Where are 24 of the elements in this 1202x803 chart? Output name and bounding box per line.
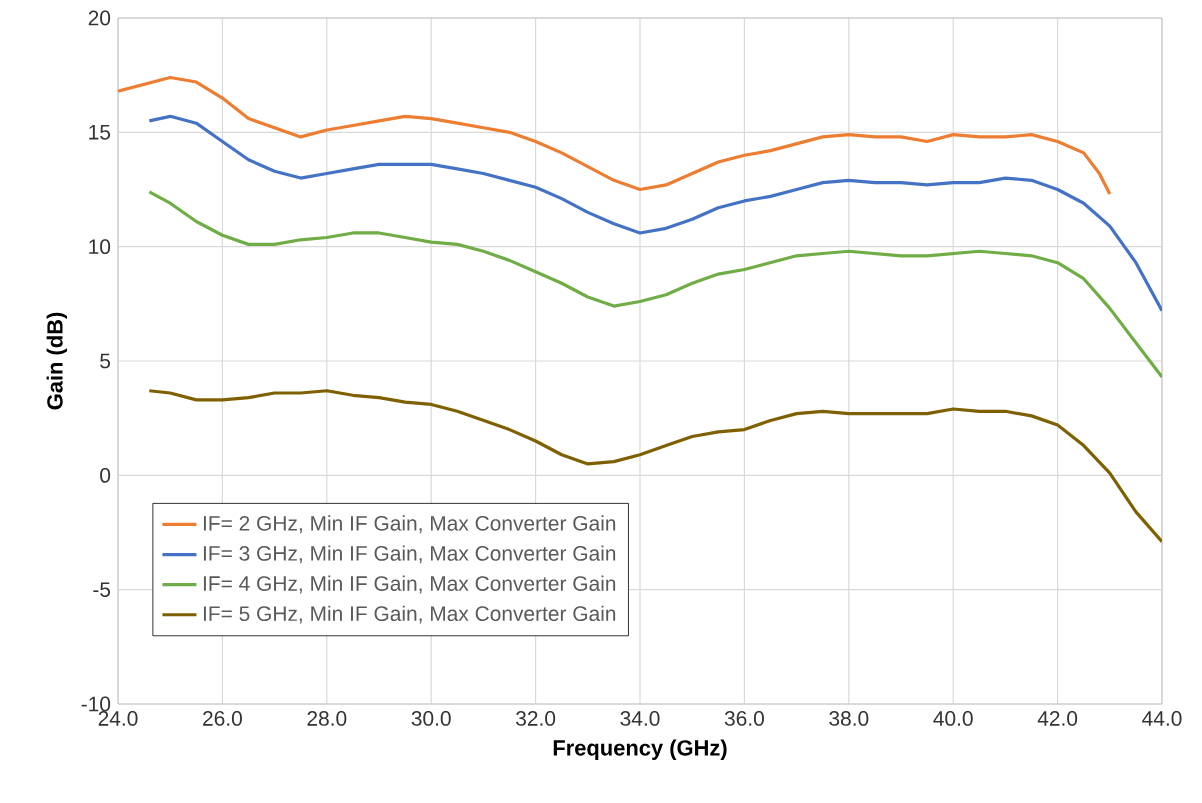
legend-label: IF= 4 GHz, Min IF Gain, Max Converter Gain [203,575,616,594]
x-axis-title: Frequency (GHz) [553,739,727,760]
y-tick-label: 0 [100,467,111,483]
y-tick-label: -5 [93,582,111,597]
legend-label: IF= 3 GHz, Min IF Gain, Max Converter Gain [203,545,616,564]
legend-label: IF= 2 GHz, Min IF Gain, Max Converter Gain [203,515,616,534]
x-tick-label: 38.0 [829,711,869,726]
x-tick-label: 44.0 [1142,711,1182,726]
y-tick-label: 20 [88,10,111,26]
x-tick-label: 28.0 [307,711,347,726]
x-tick-label: 42.0 [1037,711,1078,726]
x-tick-label: 30.0 [411,711,451,726]
legend-label: IF= 5 GHz, Min IF Gain, Max Converter Gain [203,605,616,624]
x-tick-label: 32.0 [516,711,556,726]
x-tick-label: 36.0 [724,711,764,726]
x-tick-label: 40.0 [933,711,973,726]
x-tick-label: 24.0 [98,711,138,726]
y-axis-title: Gain (dB) [46,312,68,410]
y-tick-label: -10 [81,696,111,712]
y-tick-label: 5 [100,353,111,369]
x-tick-label: 26.0 [203,711,242,726]
y-tick-label: 10 [89,239,111,255]
x-tick-label: 34.0 [620,711,660,726]
y-tick-label: 15 [89,125,111,140]
